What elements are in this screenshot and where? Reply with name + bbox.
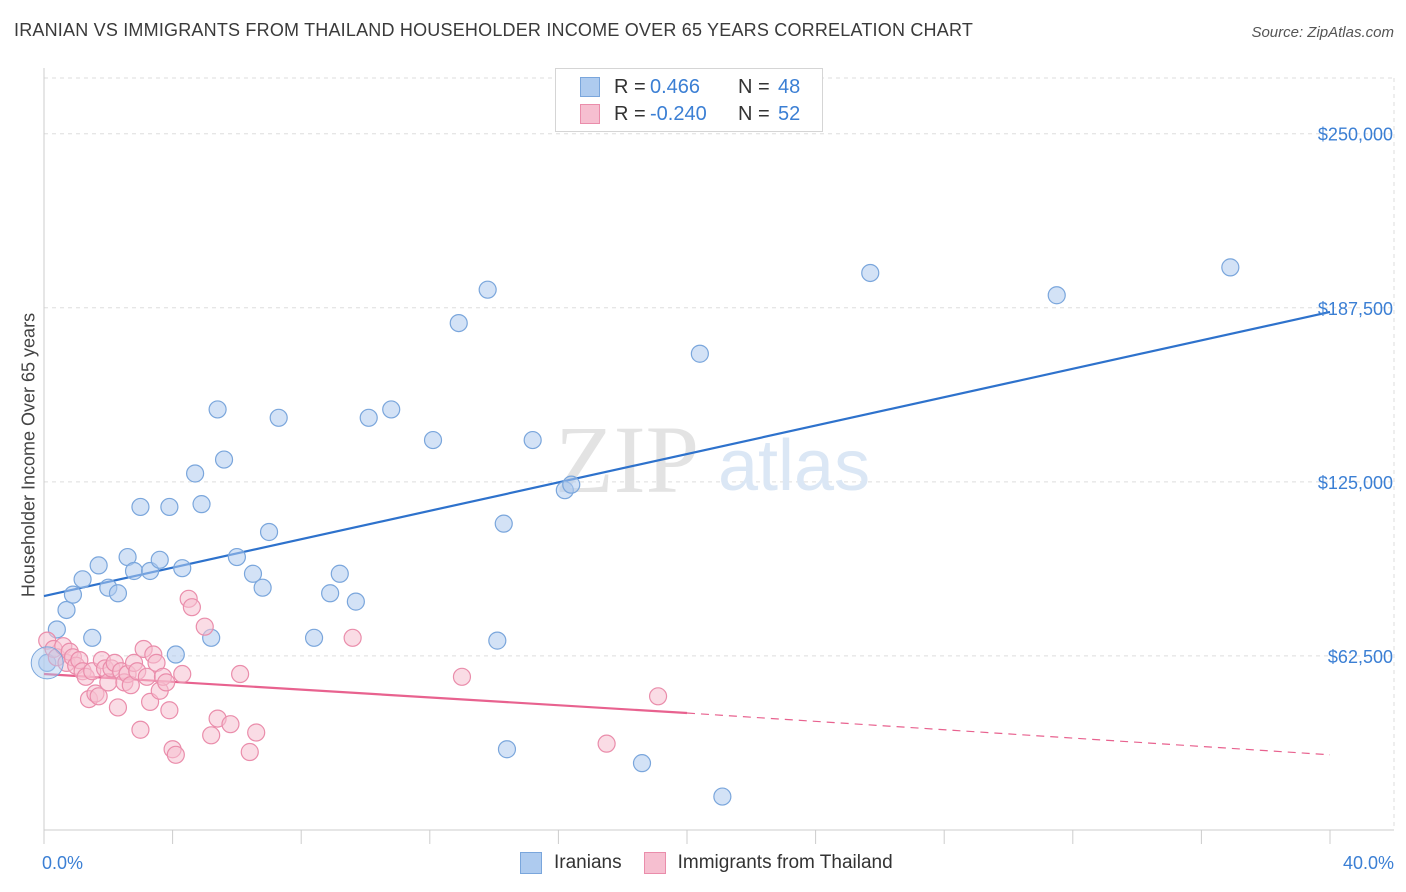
thailand-point [240, 742, 259, 762]
y-tick-label: $62,500 [1328, 647, 1393, 667]
iranian-point [497, 740, 517, 759]
iranian-point [494, 514, 513, 533]
legend-swatch-blue [580, 77, 600, 97]
iranian-point [227, 547, 246, 567]
iranian-point [632, 754, 652, 773]
iranian-point [57, 600, 76, 620]
iranian-point [304, 628, 324, 647]
thailand-point [89, 687, 108, 706]
iranian-point [1221, 258, 1240, 277]
legend-row-thailand: R = -0.240 N = 52 [580, 101, 800, 127]
iranian-point [478, 280, 497, 299]
iranian-point [124, 561, 144, 581]
legend-r-label: R = [614, 102, 646, 125]
iranian-point [488, 631, 507, 650]
legend-n-label: N = [738, 75, 770, 98]
thailand-point [597, 734, 616, 753]
iranian-point [359, 408, 378, 427]
iranian-point [83, 628, 102, 647]
x-tick-label: 0.0% [42, 853, 83, 873]
iranian-point [346, 592, 365, 611]
iranian-point [243, 564, 263, 583]
trendline-thailand-extrapolated [686, 712, 1331, 756]
thailand-point [108, 698, 128, 717]
legend-r-value: 0.466 [650, 75, 701, 98]
legend-row-iranians: R = 0.466 N = 48 [580, 74, 800, 100]
legend-label-thailand: Immigrants from Thailand [677, 852, 893, 873]
iranian-point [562, 475, 581, 494]
iranian-point [208, 400, 227, 419]
chart-title: IRANIAN VS IMMIGRANTS FROM THAILAND HOUS… [14, 20, 974, 40]
thailand-point [202, 726, 221, 745]
y-tick-label: $187,500 [1318, 299, 1393, 319]
iranian-point [89, 556, 108, 575]
x-tick-label: 40.0% [1343, 853, 1394, 873]
data-points [30, 258, 1240, 806]
trendlines [43, 310, 1331, 756]
iranian-point [690, 344, 709, 363]
iranian-point [63, 585, 83, 604]
thailand-point [182, 598, 201, 617]
legend-swatch-thailand [643, 852, 666, 874]
legend-swatch-pink [580, 104, 600, 124]
source-label: Source: ZipAtlas.com [1251, 24, 1394, 41]
y-tick-label: $250,000 [1318, 125, 1393, 145]
thailand-point [648, 687, 668, 706]
thailand-point [166, 745, 185, 764]
iranian-point [150, 550, 169, 569]
legend-r-label: R = [614, 75, 646, 98]
watermark: ZIP atlas [555, 406, 870, 513]
thailand-point [231, 664, 250, 684]
iranian-point [423, 430, 443, 450]
tick-labels: $62,500 $125,000 $187,500 $250,000 0.0% 40.0% [42, 125, 1394, 873]
iranian-point [1047, 286, 1066, 305]
iranian-point [173, 559, 192, 578]
iranian-point [321, 584, 340, 603]
iranian-point [108, 584, 128, 603]
iranian-point [861, 263, 880, 283]
legend-label-iranians: Iranians [554, 852, 622, 873]
iranian-point [253, 578, 272, 597]
correlation-legend: R = 0.466 N = 48 R = -0.240 N = 52 [555, 68, 823, 132]
iranian-point [73, 570, 92, 589]
legend-n-value: 48 [778, 75, 801, 98]
iranian-point [382, 400, 401, 419]
iranian-point [192, 495, 211, 514]
thailand-point [247, 723, 266, 742]
legend-n-value: 52 [778, 102, 801, 125]
iranian-point [269, 408, 288, 427]
thailand-point [160, 701, 179, 720]
series-legend: Iranians Immigrants from Thailand [520, 852, 915, 874]
thailand-point [221, 715, 240, 734]
iranian-point [166, 645, 185, 664]
thailand-point [195, 617, 214, 636]
iranian-point [131, 497, 150, 517]
thailand-point [452, 667, 472, 686]
iranian-point [259, 522, 279, 542]
axes [43, 68, 1394, 844]
thailand-point [157, 673, 176, 692]
trendline-iranians [43, 310, 1331, 598]
watermark-atlas: atlas [718, 426, 870, 506]
iranian-point [449, 313, 468, 333]
legend-item-iranians: Iranians [520, 852, 622, 874]
thailand-point [131, 720, 150, 739]
legend-n-label: N = [738, 102, 770, 125]
iranian-cluster-point [30, 646, 64, 680]
y-tick-label: $125,000 [1318, 473, 1393, 493]
thailand-point [173, 664, 192, 684]
iranian-point [713, 787, 732, 806]
iranian-point [330, 564, 349, 583]
iranian-point [214, 450, 234, 469]
legend-item-thailand: Immigrants from Thailand [643, 852, 893, 874]
legend-r-value: -0.240 [650, 102, 707, 125]
legend-swatch-iranians [520, 852, 542, 874]
watermark-zip: ZIP [555, 406, 699, 513]
iranian-point [160, 497, 179, 517]
iranian-point [523, 430, 542, 450]
thailand-point [343, 628, 362, 647]
iranian-point [186, 464, 205, 483]
